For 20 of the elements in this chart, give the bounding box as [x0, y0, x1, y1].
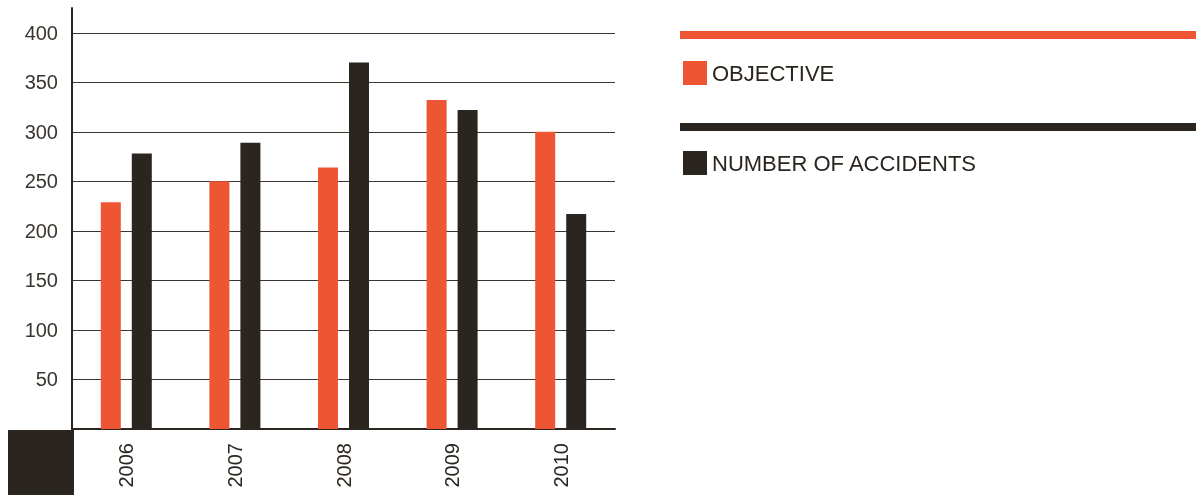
y-tick-label: 400: [24, 21, 58, 44]
bar: [318, 167, 338, 429]
y-tick-label: 100: [24, 318, 58, 341]
x-tick-label: 2009: [441, 443, 464, 488]
bar: [426, 100, 447, 429]
bar: [535, 131, 556, 429]
x-tick-label: 2006: [115, 443, 138, 488]
bar: [100, 202, 121, 429]
legend-label: OBJECTIVE: [712, 60, 835, 86]
bar: [209, 181, 230, 429]
x-tick-label: 2010: [549, 443, 572, 488]
y-tick-label: 300: [24, 120, 58, 143]
x-tick-label: 2008: [332, 443, 355, 488]
x-tick-label: 2007: [223, 443, 246, 488]
legend-label: NUMBER OF ACCIDENTS: [712, 150, 977, 176]
y-tick-label: 350: [24, 71, 58, 94]
y-tick-label: 200: [24, 219, 58, 242]
y-tick-label: 150: [24, 269, 58, 292]
y-tick-label: 250: [24, 170, 58, 193]
y-tick-label: 50: [35, 368, 58, 391]
